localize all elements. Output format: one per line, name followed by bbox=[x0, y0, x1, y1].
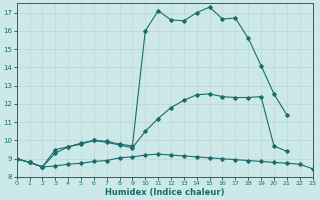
X-axis label: Humidex (Indice chaleur): Humidex (Indice chaleur) bbox=[105, 188, 224, 197]
